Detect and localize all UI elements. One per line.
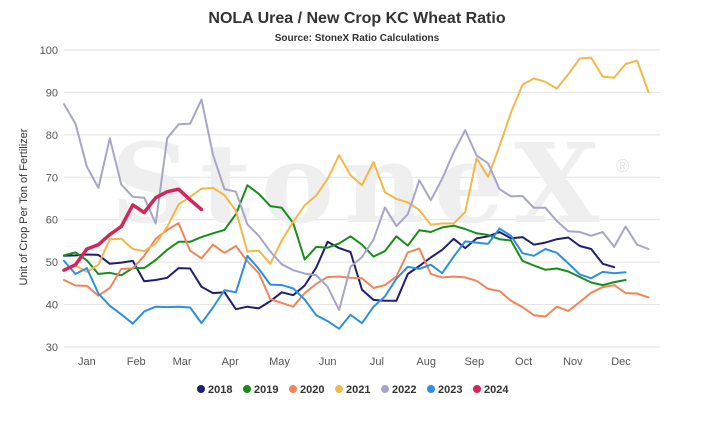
y-tick-label: 30 (46, 342, 58, 354)
legend-label-2024: 2024 (484, 384, 509, 396)
series-line-2023 (63, 227, 627, 330)
legend-marker-2022 (381, 385, 389, 393)
x-tick-label: Apr (222, 356, 239, 368)
chart-title: NOLA Urea / New Crop KC Wheat Ratio (208, 10, 505, 27)
x-tick-label: Oct (515, 356, 532, 368)
y-tick-label: 40 (46, 300, 58, 312)
legend-label-2022: 2022 (392, 384, 416, 396)
legend-label-2020: 2020 (300, 384, 324, 396)
x-tick-label: Aug (416, 356, 436, 368)
x-tick-label: Mar (173, 356, 192, 368)
legend: 2018 2019 2020 2021 2022 2023 2024 (197, 384, 509, 396)
legend-marker-2021 (335, 385, 343, 393)
x-axis-ticks: Jan Feb Mar Apr May Jun Jul Aug Sep Oct Nov Dec (78, 356, 631, 368)
y-axis-ticks: 30 40 50 60 70 80 90 100 (40, 45, 58, 354)
legend-marker-2019 (243, 385, 251, 393)
x-tick-label: May (269, 356, 290, 368)
legend-label-2018: 2018 (208, 384, 232, 396)
chart-subtitle: Source: StoneX Ratio Calculations (275, 33, 440, 44)
legend-label-2023: 2023 (438, 384, 462, 396)
series-lines (62, 56, 650, 330)
y-tick-label: 80 (46, 130, 58, 142)
y-tick-label: 70 (46, 172, 58, 184)
x-tick-label: Sep (465, 356, 485, 368)
x-tick-label: Jun (319, 356, 337, 368)
legend-marker-2020 (289, 385, 297, 393)
grid-lines (64, 49, 660, 348)
y-tick-label: 100 (40, 45, 58, 57)
series-line-2024 (62, 187, 204, 272)
x-tick-label: Jul (370, 356, 384, 368)
y-axis-title: Unit of Crop Per Ton of Fertilizer (18, 128, 30, 285)
legend-marker-2023 (427, 385, 435, 393)
y-tick-label: 60 (46, 215, 58, 227)
x-tick-label: Dec (611, 356, 631, 368)
watermark-registered-mark: ® (616, 156, 629, 176)
y-tick-label: 90 (46, 87, 58, 99)
series-line-2022 (63, 98, 650, 312)
series-line-2018 (63, 231, 616, 311)
x-tick-label: Feb (127, 356, 146, 368)
watermark: StoneX ® (111, 119, 630, 248)
legend-marker-2024 (473, 385, 481, 393)
y-tick-label: 50 (46, 257, 58, 269)
legend-label-2021: 2021 (346, 384, 370, 396)
legend-label-2019: 2019 (254, 384, 278, 396)
legend-marker-2018 (197, 385, 205, 393)
watermark-text: StoneX (111, 119, 610, 248)
x-tick-label: Jan (78, 356, 96, 368)
x-tick-label: Nov (563, 356, 583, 368)
series-line-2021 (74, 56, 650, 273)
series-line-2019 (63, 184, 627, 287)
